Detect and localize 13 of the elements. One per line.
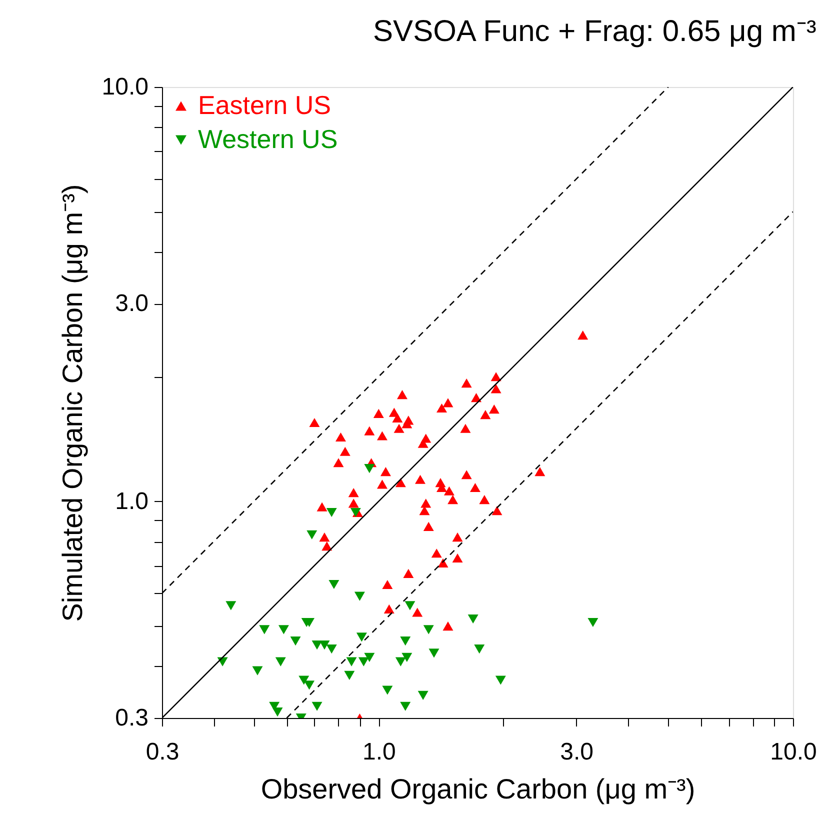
y-tick-label: 0.3 — [115, 704, 148, 732]
x-tick-label: 3.0 — [560, 738, 594, 766]
y-axis-title: Simulated Organic Carbon (μg m⁻³) — [56, 184, 88, 622]
x-tick-label: 10.0 — [770, 738, 817, 766]
y-tick-label: 3.0 — [115, 290, 148, 318]
x-axis-title: Observed Organic Carbon (μg m⁻³) — [260, 774, 696, 804]
y-tick-label: 10.0 — [102, 74, 148, 100]
legend-label: Eastern US — [198, 90, 331, 120]
y-tick-label: 1.0 — [115, 488, 148, 515]
chart-title: SVSOA Func + Frag: 0.65 μg m⁻³ — [373, 15, 816, 48]
x-tick-label: 0.3 — [146, 738, 180, 766]
legend-label: Western US — [198, 124, 338, 154]
x-tick-label: 1.0 — [362, 738, 396, 766]
